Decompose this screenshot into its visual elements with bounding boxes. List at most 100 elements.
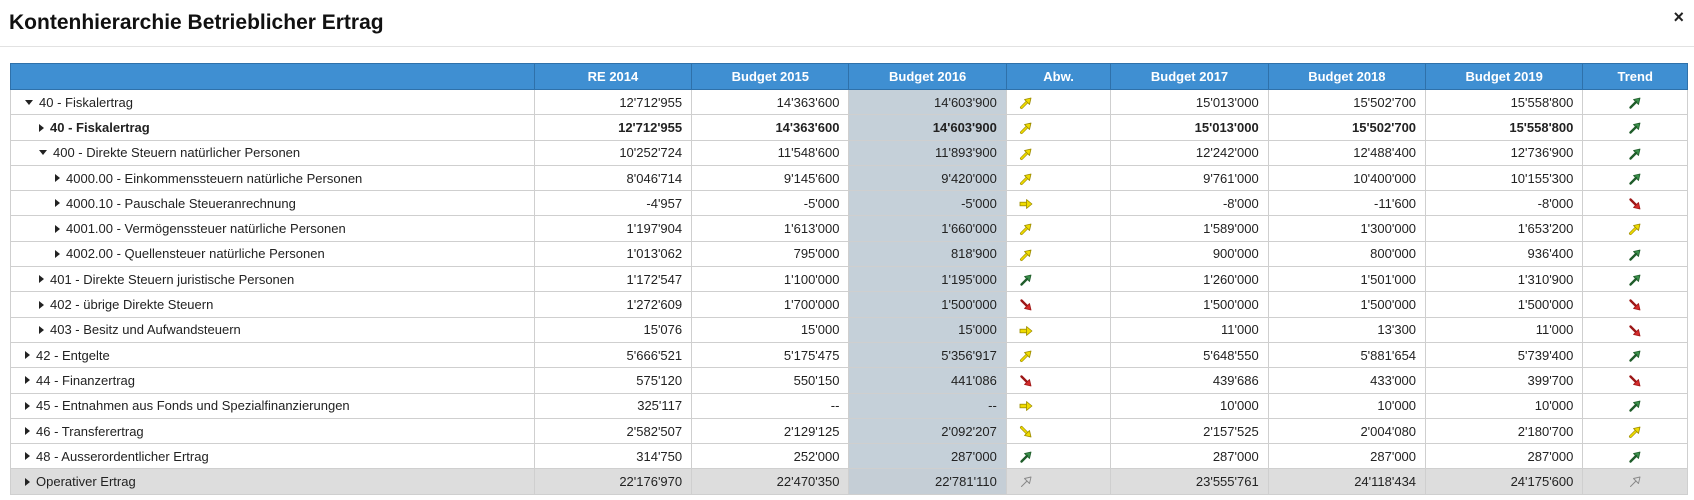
table-row[interactable]: 40 - Fiskalertrag 12'712'955 14'363'600 14'… bbox=[10, 88, 1688, 116]
cell-account-name: 40 - Fiskalertrag bbox=[10, 114, 535, 141]
trend-down-red-icon bbox=[1628, 197, 1642, 211]
expand-caret-icon[interactable] bbox=[55, 199, 60, 208]
table-row[interactable]: 46 - Transferertrag 2'582'507 2'129'125 2'0… bbox=[10, 417, 1688, 445]
cell-budget2017: 439'686 bbox=[1110, 367, 1269, 394]
expand-caret-icon[interactable] bbox=[55, 174, 60, 183]
cell-budget2019: 5'739'400 bbox=[1425, 341, 1584, 369]
trend-up-green-icon bbox=[1628, 450, 1642, 464]
cell-trend bbox=[1582, 139, 1688, 166]
table-row[interactable]: 4001.00 - Vermögenssteuer natürliche Per… bbox=[10, 215, 1688, 242]
cell-budget2016: 287'000 bbox=[848, 443, 1007, 470]
cell-budget2015: 14'363'600 bbox=[691, 114, 850, 141]
cell-re2014: 1'013'062 bbox=[533, 240, 693, 268]
cell-budget2015: 11'548'600 bbox=[691, 139, 850, 166]
table-row[interactable]: 400 - Direkte Steuern natürlicher Person… bbox=[10, 139, 1688, 166]
account-label: 4000.10 - Pauschale Steueranrechnung bbox=[66, 195, 296, 211]
table-row[interactable]: Operativer Ertrag 22'176'970 22'470'350 22'… bbox=[10, 468, 1688, 495]
column-header-account[interactable] bbox=[10, 63, 535, 90]
table-header-row: RE 2014 Budget 2015 Budget 2016 Abw. Bud… bbox=[10, 63, 1688, 90]
table-row[interactable]: 4000.00 - Einkommenssteuern natürliche P… bbox=[10, 164, 1688, 192]
cell-budget2018: 1'500'000 bbox=[1267, 291, 1427, 318]
cell-re2014: 10'252'724 bbox=[533, 139, 693, 166]
expand-caret-icon[interactable] bbox=[55, 249, 60, 258]
table-row[interactable]: 402 - übrige Direkte Steuern 1'272'609 1'7… bbox=[10, 291, 1688, 318]
trend-down-red-icon bbox=[1628, 374, 1642, 388]
table-row[interactable]: 403 - Besitz und Aufwandsteuern 15'076 15'… bbox=[10, 316, 1688, 343]
cell-trend bbox=[1582, 443, 1688, 470]
cell-deviation bbox=[1005, 240, 1112, 268]
close-icon[interactable]: × bbox=[1673, 7, 1684, 27]
table-row[interactable]: 44 - Finanzertrag 575'120 550'150 441'086 43… bbox=[10, 367, 1688, 394]
cell-account-name: 4000.10 - Pauschale Steueranrechnung bbox=[10, 190, 535, 217]
cell-budget2015: 795'000 bbox=[691, 240, 850, 268]
table-row[interactable]: 45 - Entnahmen aus Fonds und Spezialfina… bbox=[10, 392, 1688, 419]
cell-budget2016: 818'900 bbox=[848, 240, 1007, 268]
expand-caret-icon[interactable] bbox=[25, 401, 30, 410]
column-header-re2014[interactable]: RE 2014 bbox=[533, 63, 693, 90]
cell-re2014: 12'712'955 bbox=[533, 114, 693, 141]
cell-re2014: 8'046'714 bbox=[533, 164, 693, 192]
cell-trend bbox=[1582, 164, 1688, 192]
table-row[interactable]: 4000.10 - Pauschale Steueranrechnung -4'9… bbox=[10, 190, 1688, 217]
column-header-deviation[interactable]: Abw. bbox=[1005, 63, 1112, 90]
account-label: 4000.00 - Einkommenssteuern natürliche P… bbox=[66, 170, 363, 186]
expand-caret-icon[interactable] bbox=[55, 224, 60, 233]
expand-caret-icon[interactable] bbox=[25, 376, 30, 385]
cell-re2014: 5'666'521 bbox=[533, 341, 693, 369]
cell-trend bbox=[1582, 417, 1688, 445]
trend-up-green-icon bbox=[1628, 349, 1642, 363]
expand-caret-icon[interactable] bbox=[39, 123, 44, 132]
cell-budget2018: 10'000 bbox=[1267, 392, 1427, 419]
cell-budget2018: 10'400'000 bbox=[1267, 164, 1427, 192]
expand-caret-icon[interactable] bbox=[25, 351, 30, 360]
cell-budget2016: 1'500'000 bbox=[848, 291, 1007, 318]
cell-budget2019: 1'500'000 bbox=[1425, 291, 1584, 318]
cell-trend bbox=[1582, 392, 1688, 419]
expand-caret-icon[interactable] bbox=[25, 477, 30, 486]
trend-up-green-icon bbox=[1628, 248, 1642, 262]
cell-budget2019: 10'155'300 bbox=[1425, 164, 1584, 192]
column-header-budget2016[interactable]: Budget 2016 bbox=[848, 63, 1007, 90]
cell-budget2015: 1'613'000 bbox=[691, 215, 850, 242]
cell-re2014: -4'957 bbox=[533, 190, 693, 217]
cell-trend bbox=[1582, 240, 1688, 268]
expand-caret-icon[interactable] bbox=[25, 452, 30, 461]
table-row[interactable]: 4002.00 - Quellensteuer natürliche Perso… bbox=[10, 240, 1688, 268]
expand-caret-icon[interactable] bbox=[39, 325, 44, 334]
cell-budget2015: 550'150 bbox=[691, 367, 850, 394]
column-header-budget2019[interactable]: Budget 2019 bbox=[1425, 63, 1584, 90]
trend-up-yellow-icon bbox=[1019, 222, 1033, 236]
table-row[interactable]: 48 - Ausserordentlicher Ertrag 314'750 252… bbox=[10, 443, 1688, 470]
table-row[interactable]: 401 - Direkte Steuern juristische Person… bbox=[10, 266, 1688, 293]
cell-account-name: 4001.00 - Vermögenssteuer natürliche Per… bbox=[10, 215, 535, 242]
trend-down-red-icon bbox=[1019, 374, 1033, 388]
cell-budget2019: 287'000 bbox=[1425, 443, 1584, 470]
cell-re2014: 12'712'955 bbox=[533, 88, 693, 116]
cell-account-name: 4000.00 - Einkommenssteuern natürliche P… bbox=[10, 164, 535, 192]
collapse-caret-icon[interactable] bbox=[39, 150, 47, 156]
trend-up-green-icon bbox=[1019, 273, 1033, 287]
table-row[interactable]: 40 - Fiskalertrag 12'712'955 14'363'600 14'… bbox=[10, 114, 1688, 141]
trend-flat-yellow-icon bbox=[1019, 324, 1033, 338]
cell-trend bbox=[1582, 341, 1688, 369]
column-header-budget2015[interactable]: Budget 2015 bbox=[691, 63, 850, 90]
column-header-budget2017[interactable]: Budget 2017 bbox=[1110, 63, 1269, 90]
cell-deviation bbox=[1005, 443, 1112, 470]
expand-caret-icon[interactable] bbox=[39, 275, 44, 284]
cell-budget2019: 24'175'600 bbox=[1425, 468, 1584, 495]
column-header-budget2018[interactable]: Budget 2018 bbox=[1267, 63, 1427, 90]
cell-budget2015: 9'145'600 bbox=[691, 164, 850, 192]
cell-budget2016: 22'781'110 bbox=[848, 468, 1007, 495]
cell-re2014: 575'120 bbox=[533, 367, 693, 394]
cell-budget2019: 936'400 bbox=[1425, 240, 1584, 268]
expand-caret-icon[interactable] bbox=[39, 300, 44, 309]
cell-budget2016: -5'000 bbox=[848, 190, 1007, 217]
expand-caret-icon[interactable] bbox=[25, 427, 30, 436]
cell-budget2017: 15'013'000 bbox=[1110, 114, 1269, 141]
column-header-trend[interactable]: Trend bbox=[1582, 63, 1688, 90]
cell-deviation bbox=[1005, 392, 1112, 419]
cell-re2014: 22'176'970 bbox=[533, 468, 693, 495]
account-label: 400 - Direkte Steuern natürlicher Person… bbox=[53, 145, 301, 161]
table-row[interactable]: 42 - Entgelte 5'666'521 5'175'475 5'356'917… bbox=[10, 341, 1688, 369]
collapse-caret-icon[interactable] bbox=[25, 99, 33, 105]
